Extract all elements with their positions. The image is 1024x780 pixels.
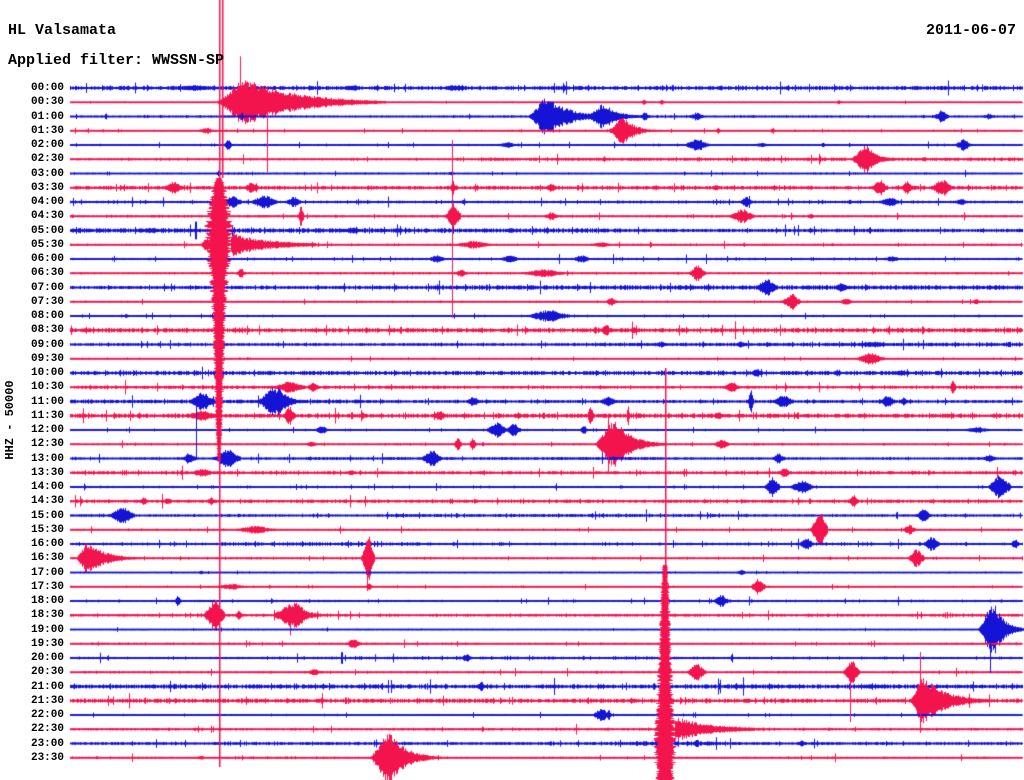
time-label: 09:00: [30, 338, 64, 351]
station-title: HL Valsamata: [8, 22, 117, 39]
time-label: 20:30: [30, 666, 64, 679]
time-label: 16:00: [30, 538, 64, 550]
time-label: 00:00: [30, 82, 64, 94]
time-label: 17:30: [30, 580, 64, 593]
time-label: 21:00: [30, 680, 64, 693]
time-label: 03:30: [30, 181, 64, 194]
time-label: 04:30: [30, 210, 64, 223]
time-label: 22:00: [30, 709, 64, 721]
time-label: 12:00: [30, 424, 64, 436]
time-label: 19:00: [30, 623, 64, 636]
time-label: 02:30: [30, 153, 64, 166]
time-label: 06:00: [30, 253, 64, 265]
time-label: 21:30: [30, 694, 64, 707]
channel-scale-label: HHZ - 50000: [3, 380, 17, 460]
time-label: 18:00: [30, 595, 64, 607]
time-label: 12:30: [30, 438, 64, 451]
time-label: 15:00: [30, 509, 64, 522]
time-label: 22:30: [30, 723, 64, 736]
time-label: 13:00: [30, 452, 64, 465]
applied-filter-label: Applied filter: WWSSN-SP: [8, 52, 225, 69]
time-label: 14:30: [30, 495, 64, 508]
time-label: 23:00: [30, 737, 64, 750]
time-label: 19:30: [30, 637, 64, 650]
time-label: 01:00: [30, 110, 64, 123]
time-label: 05:00: [30, 224, 64, 237]
time-label: 13:30: [30, 466, 64, 479]
time-label: 10:30: [30, 381, 64, 394]
time-label: 04:00: [30, 196, 64, 208]
time-label: 06:30: [30, 267, 64, 280]
time-label: 02:00: [30, 139, 64, 151]
time-label: 09:30: [30, 352, 64, 365]
time-label: 08:30: [30, 324, 64, 337]
time-label: 07:30: [30, 295, 64, 308]
time-label: 10:00: [30, 367, 64, 379]
date-label: 2011-06-07: [925, 22, 1016, 39]
time-label: 23:30: [30, 751, 64, 764]
time-label: 17:00: [30, 566, 64, 579]
time-label: 08:00: [30, 310, 64, 322]
time-label: 07:00: [30, 281, 64, 294]
time-label: 03:00: [30, 167, 64, 180]
time-label: 18:30: [30, 609, 64, 622]
time-label: 15:30: [30, 523, 64, 536]
time-label: 14:00: [30, 481, 64, 493]
time-label: 05:30: [30, 238, 64, 251]
time-label: 20:00: [30, 652, 64, 664]
time-label: 00:30: [30, 96, 64, 109]
time-label: 11:30: [30, 409, 64, 422]
time-label: 11:00: [30, 395, 64, 408]
time-label: 01:30: [30, 124, 64, 137]
time-label: 16:30: [30, 552, 64, 565]
